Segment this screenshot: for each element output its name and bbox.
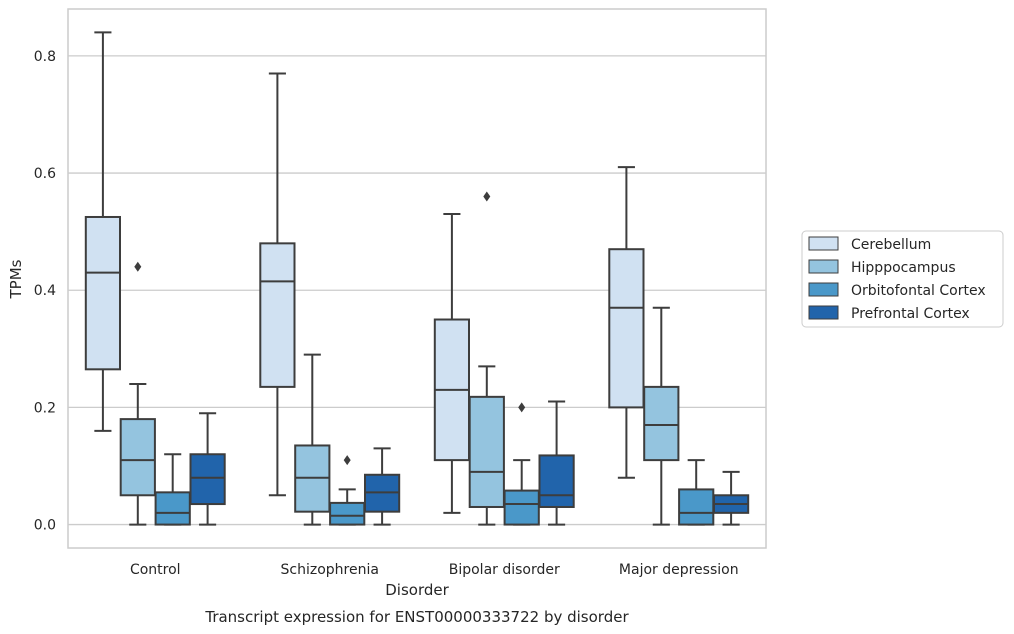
- x-tick-label: Schizophrenia: [281, 562, 379, 578]
- box-body: [643, 385, 680, 462]
- y-tick-label: 0.2: [34, 400, 56, 416]
- box-0-1: [119, 261, 156, 526]
- y-tick-label: 0.0: [34, 518, 56, 534]
- box-body: [538, 454, 575, 508]
- box-2-2: [503, 402, 540, 526]
- outlier-point: [483, 191, 491, 202]
- box-body: [84, 215, 122, 371]
- legend-swatch: [808, 236, 839, 251]
- box-2-1: [468, 191, 505, 526]
- box-body: [154, 491, 191, 526]
- box-body: [468, 395, 505, 508]
- box-1-3: [363, 447, 401, 526]
- box-0-0: [84, 31, 122, 432]
- outlier-point: [343, 455, 351, 466]
- legend-swatch: [808, 305, 839, 320]
- y-axis-label: TPMs: [7, 259, 25, 299]
- legend-frame: [801, 230, 1004, 328]
- box-3-0: [608, 166, 645, 479]
- box-body: [608, 248, 645, 409]
- box-body: [119, 418, 156, 497]
- legend-swatch: [808, 259, 839, 274]
- box-3-1: [643, 306, 680, 526]
- box-1-1: [294, 353, 331, 526]
- box-2-0: [433, 213, 471, 514]
- box-3-3: [712, 470, 750, 526]
- plot-frame: [67, 8, 767, 549]
- y-tick-label: 0.4: [34, 283, 56, 299]
- x-tick-label: Bipolar disorder: [449, 562, 560, 578]
- box-body: [329, 501, 366, 526]
- box-body: [503, 489, 540, 526]
- box-body: [259, 242, 296, 388]
- box-0-2: [154, 453, 191, 526]
- outlier-point: [134, 261, 142, 272]
- box-1-2: [329, 455, 366, 526]
- box-series: [84, 31, 750, 526]
- legend-label: Orbitofontal Cortex: [851, 283, 986, 299]
- box-3-2: [678, 459, 715, 526]
- box-body: [189, 453, 226, 506]
- legend-swatch: [808, 282, 839, 297]
- box-0-3: [189, 412, 226, 526]
- y-tick-label: 0.8: [34, 49, 56, 65]
- x-axis-label: Disorder: [385, 581, 449, 599]
- legend-label: Hipppocampus: [851, 260, 956, 276]
- x-tick-label: Major depression: [619, 562, 739, 578]
- box-1-0: [259, 72, 296, 497]
- box-2-3: [538, 400, 575, 526]
- box-body: [678, 488, 715, 526]
- legend-label: Cerebellum: [851, 237, 931, 253]
- tick-labels: 0.0 0.2 0.4 0.6 0.8 Control Schizophrenia Bipol…: [34, 49, 739, 578]
- outlier-point: [518, 402, 526, 413]
- x-tick-label: Control: [130, 562, 181, 578]
- y-tick-label: 0.6: [34, 166, 56, 182]
- chart-title: Transcript expression for ENST0000033372…: [204, 608, 629, 626]
- legend: Cerebellum Hipppocampus Orbitofontal Corte…: [801, 230, 1004, 328]
- legend-label: Prefrontal Cortex: [851, 306, 970, 322]
